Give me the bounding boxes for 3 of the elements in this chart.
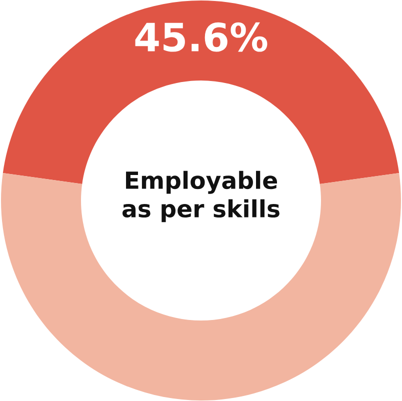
data-label: 45.6% xyxy=(135,22,268,52)
donut-slice xyxy=(1,172,401,400)
text: Employable as per skills xyxy=(122,170,280,222)
